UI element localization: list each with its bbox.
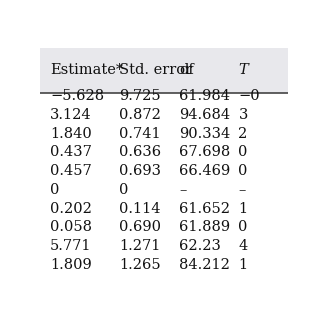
Text: 67.698: 67.698 [179,146,230,159]
Text: –: – [238,183,246,197]
Text: 1.271: 1.271 [119,239,161,253]
Text: df: df [179,63,194,77]
Text: 0: 0 [238,220,248,234]
Text: 0: 0 [238,146,248,159]
Text: 84.212: 84.212 [179,258,230,272]
Text: 1.840: 1.840 [50,127,92,141]
Text: 9.725: 9.725 [119,89,161,103]
Text: 62.23: 62.23 [179,239,221,253]
Text: 66.469: 66.469 [179,164,230,178]
Text: −0: −0 [238,89,260,103]
Text: 1: 1 [238,258,248,272]
Text: 61.652: 61.652 [179,202,230,216]
Text: 3: 3 [238,108,248,122]
Text: 0.872: 0.872 [119,108,161,122]
Text: 0.693: 0.693 [119,164,161,178]
Text: 61.984: 61.984 [179,89,230,103]
Text: 1.265: 1.265 [119,258,161,272]
Text: 0.457: 0.457 [50,164,92,178]
Text: –: – [179,183,186,197]
Text: 1: 1 [238,202,248,216]
Text: Std. error: Std. error [119,63,193,77]
Text: 0.437: 0.437 [50,146,92,159]
Text: 0.114: 0.114 [119,202,161,216]
Text: Estimate*: Estimate* [50,63,123,77]
Text: 0.058: 0.058 [50,220,92,234]
Text: 94.684: 94.684 [179,108,230,122]
Text: 0.741: 0.741 [119,127,161,141]
Text: −5.628: −5.628 [50,89,104,103]
Text: 1.809: 1.809 [50,258,92,272]
Text: 0.202: 0.202 [50,202,92,216]
Text: 61.889: 61.889 [179,220,230,234]
Text: 90.334: 90.334 [179,127,230,141]
Text: T: T [238,63,248,77]
Text: 0.690: 0.690 [119,220,161,234]
Text: 4: 4 [238,239,248,253]
Text: 0: 0 [119,183,129,197]
Text: 0: 0 [50,183,59,197]
Text: 3.124: 3.124 [50,108,92,122]
Bar [40,48,288,92]
Text: 0: 0 [238,164,248,178]
Text: 5.771: 5.771 [50,239,92,253]
Text: 0.636: 0.636 [119,146,162,159]
Text: 2: 2 [238,127,248,141]
